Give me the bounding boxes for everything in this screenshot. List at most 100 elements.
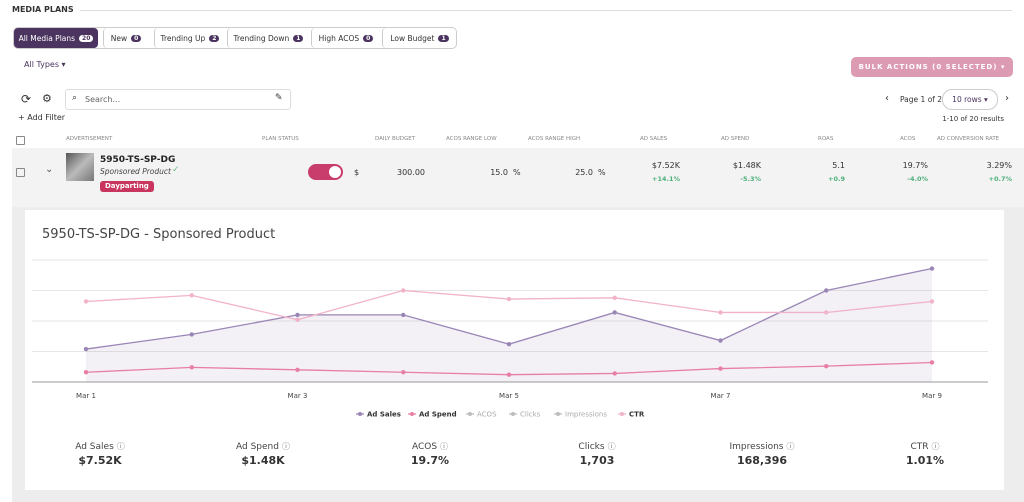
metric-value: 3.29%	[986, 161, 1012, 170]
summary-label: Impressions ⓘ	[702, 441, 822, 452]
search-box[interactable]: ⌕ Search... ✎	[65, 89, 291, 110]
column-header[interactable]: ACOS RANGE LOW	[446, 136, 497, 142]
point	[718, 338, 723, 343]
summary-value: 19.7%	[410, 454, 450, 467]
tab-bar: All Media Plans 20 New 0 Trending Up 2 Trendin…	[13, 27, 457, 49]
legend-dot	[511, 412, 515, 416]
info-icon: ⓘ	[786, 442, 795, 451]
tab-label: Low Budget	[390, 33, 435, 43]
status-toggle[interactable]	[308, 164, 343, 180]
column-header[interactable]: AD SPEND	[721, 136, 750, 142]
daily-budget[interactable]: 300.00	[397, 168, 425, 177]
legend-label: Impressions	[565, 411, 607, 419]
summary: Ad Sales ⓘ $7.52K Ad Spend ⓘ $1.48K ACOS ⓘ 19.7%…	[0, 438, 1024, 478]
point	[401, 370, 406, 375]
summary-label-text: Ad Sales	[75, 442, 114, 452]
x-tick-label: Mar 7	[711, 392, 731, 400]
tab-count: 20	[79, 34, 94, 42]
column-header[interactable]: ACOS RANGE HIGH	[528, 136, 581, 142]
tab[interactable]: New 0	[103, 28, 148, 48]
metric-change: -4.0%	[907, 175, 928, 183]
point	[612, 310, 617, 315]
edit-icon: ✎	[275, 93, 283, 103]
tab-count: 1	[438, 34, 449, 42]
metric-change: +0.7%	[988, 175, 1012, 183]
add-filter-label: Add Filter	[27, 113, 66, 122]
info-icon: ⓘ	[116, 442, 125, 451]
summary-label-text: Ad Spend	[236, 442, 279, 452]
tab[interactable]: Trending Up 2	[154, 28, 225, 48]
tab[interactable]: All Media Plans 20	[14, 28, 98, 48]
acos-high[interactable]: 25.0	[575, 168, 593, 177]
tag: Dayparting	[100, 181, 154, 192]
prev-page[interactable]: ‹	[885, 93, 889, 104]
column-header[interactable]: DAILY BUDGET	[375, 136, 416, 142]
point	[295, 367, 300, 372]
point	[295, 317, 300, 322]
summary-label: CTR ⓘ	[865, 441, 985, 452]
tab[interactable]: High ACOS 0	[311, 28, 380, 48]
legend-label: Ad Sales	[367, 411, 401, 419]
column-header[interactable]: ACOS	[900, 136, 916, 142]
summary-label-text: Clicks	[578, 442, 605, 452]
summary-label-text: Impressions	[729, 442, 784, 452]
point	[506, 296, 512, 302]
summary-label: Clicks ⓘ	[537, 441, 657, 452]
table-header: ADVERTISEMENT PLAN STATUS DAILY BUDGET ACOS…	[0, 134, 1024, 147]
legend-dot	[358, 412, 362, 416]
settings-icon[interactable]: ⚙	[42, 92, 52, 105]
summary-label: Ad Sales ⓘ	[40, 441, 160, 452]
point	[295, 312, 300, 318]
page-indicator: Page 1 of 2	[900, 95, 943, 104]
info-icon: ⓘ	[607, 442, 616, 451]
acos-low[interactable]: 15.0	[490, 168, 508, 177]
summary-value: 1.01%	[905, 454, 945, 467]
checkbox[interactable]	[16, 168, 25, 177]
tab-label: High ACOS	[318, 33, 360, 43]
section-title[interactable]: MEDIA PLANS	[12, 5, 74, 14]
point	[401, 312, 406, 318]
legend-label: Ad Spend	[419, 411, 457, 419]
tab-label: Trending Down	[233, 33, 290, 43]
add-filter[interactable]: + Add Filter	[18, 113, 66, 122]
summary-value: 1,703	[579, 454, 615, 467]
info-icon: ⓘ	[281, 442, 290, 451]
next-page[interactable]: ›	[1005, 93, 1009, 104]
tab[interactable]: Trending Down 1	[227, 28, 309, 48]
divider	[80, 10, 1012, 11]
column-header[interactable]: AD CONVERSION RATE	[937, 136, 1000, 142]
area	[86, 268, 932, 382]
legend-dot	[468, 412, 472, 416]
type-filter[interactable]: All Types ▾	[24, 60, 66, 69]
unit: %	[513, 168, 521, 177]
point	[718, 310, 723, 315]
status-check: ✓	[172, 165, 180, 175]
point	[83, 346, 89, 352]
tab-label: Trending Up	[160, 33, 206, 43]
point	[929, 266, 935, 271]
bulk-actions-button[interactable]: BULK ACTIONS (0 SELECTED) ▾	[851, 57, 1013, 77]
column-header[interactable]: AD SALES	[640, 136, 668, 142]
ad-name[interactable]: 5950-TS-SP-DG	[100, 155, 176, 165]
metric-change: +14.1%	[652, 175, 680, 183]
column-header[interactable]: ROAS	[818, 136, 834, 142]
point	[824, 363, 829, 369]
summary-label: ACOS ⓘ	[370, 441, 490, 452]
refresh-icon[interactable]: ⟳	[21, 92, 32, 106]
point	[612, 295, 617, 301]
summary-label-text: ACOS	[411, 442, 438, 452]
metric-value: 5.1	[832, 161, 845, 170]
rows-select[interactable]: 10 rows ▾	[942, 89, 998, 110]
tab[interactable]: Low Budget 1	[382, 28, 456, 48]
checkbox[interactable]	[16, 136, 25, 145]
point	[506, 372, 512, 377]
x-tick-label: Mar 1	[76, 392, 96, 400]
results-count: 1-10 of 20 results	[942, 115, 1004, 123]
column-header[interactable]: ADVERTISEMENT	[66, 136, 113, 142]
point	[612, 371, 617, 376]
legend-dot	[620, 412, 624, 416]
summary-value: 168,396	[736, 454, 788, 467]
column-header[interactable]: PLAN STATUS	[262, 136, 299, 142]
expand-chevron[interactable]: ⌄	[45, 164, 54, 175]
legend-label: CTR	[629, 411, 645, 419]
